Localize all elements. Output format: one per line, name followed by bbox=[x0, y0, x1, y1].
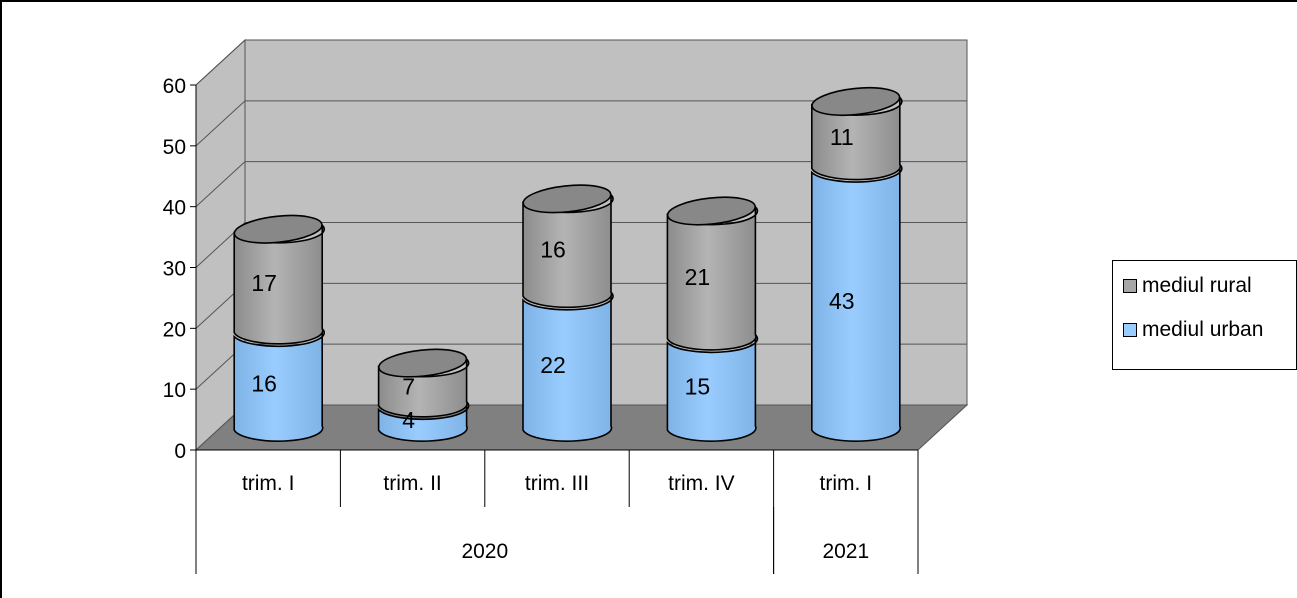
gridline-side bbox=[195, 100, 246, 147]
urban-bar-segment bbox=[811, 162, 903, 442]
bar-top-cap bbox=[233, 214, 323, 244]
y-tick-label: 30 bbox=[163, 258, 186, 281]
category-label: trim. I bbox=[242, 472, 295, 495]
legend-item-urban: mediul urban bbox=[1123, 317, 1263, 343]
legend-item-rural: mediul rural bbox=[1123, 273, 1252, 299]
gridline-side bbox=[195, 39, 246, 86]
urban-data-label: 15 bbox=[685, 373, 711, 399]
urban-bar-segment bbox=[233, 326, 325, 442]
urban-bar-segment bbox=[522, 290, 614, 442]
urban-data-label: 16 bbox=[251, 370, 277, 396]
bar-top-cap bbox=[666, 196, 756, 226]
gridline-side bbox=[195, 161, 246, 208]
y-tick-label: 10 bbox=[163, 379, 186, 402]
category-label: trim. III bbox=[525, 472, 589, 495]
legend-label-urban: mediul urban bbox=[1142, 318, 1264, 341]
category-label: trim. IV bbox=[668, 472, 735, 495]
group-label: 2021 bbox=[822, 540, 869, 563]
category-label: trim. I bbox=[820, 472, 873, 495]
urban-data-label: 43 bbox=[829, 288, 855, 314]
rural-data-label: 7 bbox=[402, 373, 415, 399]
y-tick-label: 50 bbox=[163, 136, 186, 159]
legend-label-rural: mediul rural bbox=[1142, 274, 1252, 297]
urban-data-label: 22 bbox=[540, 352, 566, 378]
group-label: 2020 bbox=[461, 540, 508, 563]
legend: mediul rural mediul urban bbox=[1112, 260, 1297, 370]
rural-bar-segment bbox=[233, 223, 325, 345]
legend-swatch-urban bbox=[1123, 323, 1137, 337]
bar-top-cap bbox=[811, 86, 901, 117]
rural-data-label: 11 bbox=[830, 124, 854, 150]
rural-bar-segment bbox=[666, 205, 759, 351]
legend-swatch-rural bbox=[1123, 279, 1137, 293]
y-tick-label: 0 bbox=[174, 440, 186, 463]
y-tick-label: 60 bbox=[163, 75, 186, 98]
bar-top-cap bbox=[378, 348, 468, 378]
rural-data-label: 17 bbox=[251, 270, 277, 296]
rural-data-label: 16 bbox=[540, 237, 566, 263]
y-tick-label: 20 bbox=[163, 318, 186, 341]
urban-data-label: 4 bbox=[402, 407, 415, 433]
category-label: trim. II bbox=[383, 472, 441, 495]
rural-data-label: 21 bbox=[685, 264, 711, 290]
y-tick-label: 40 bbox=[163, 197, 186, 220]
bar-top-cap bbox=[522, 184, 612, 214]
